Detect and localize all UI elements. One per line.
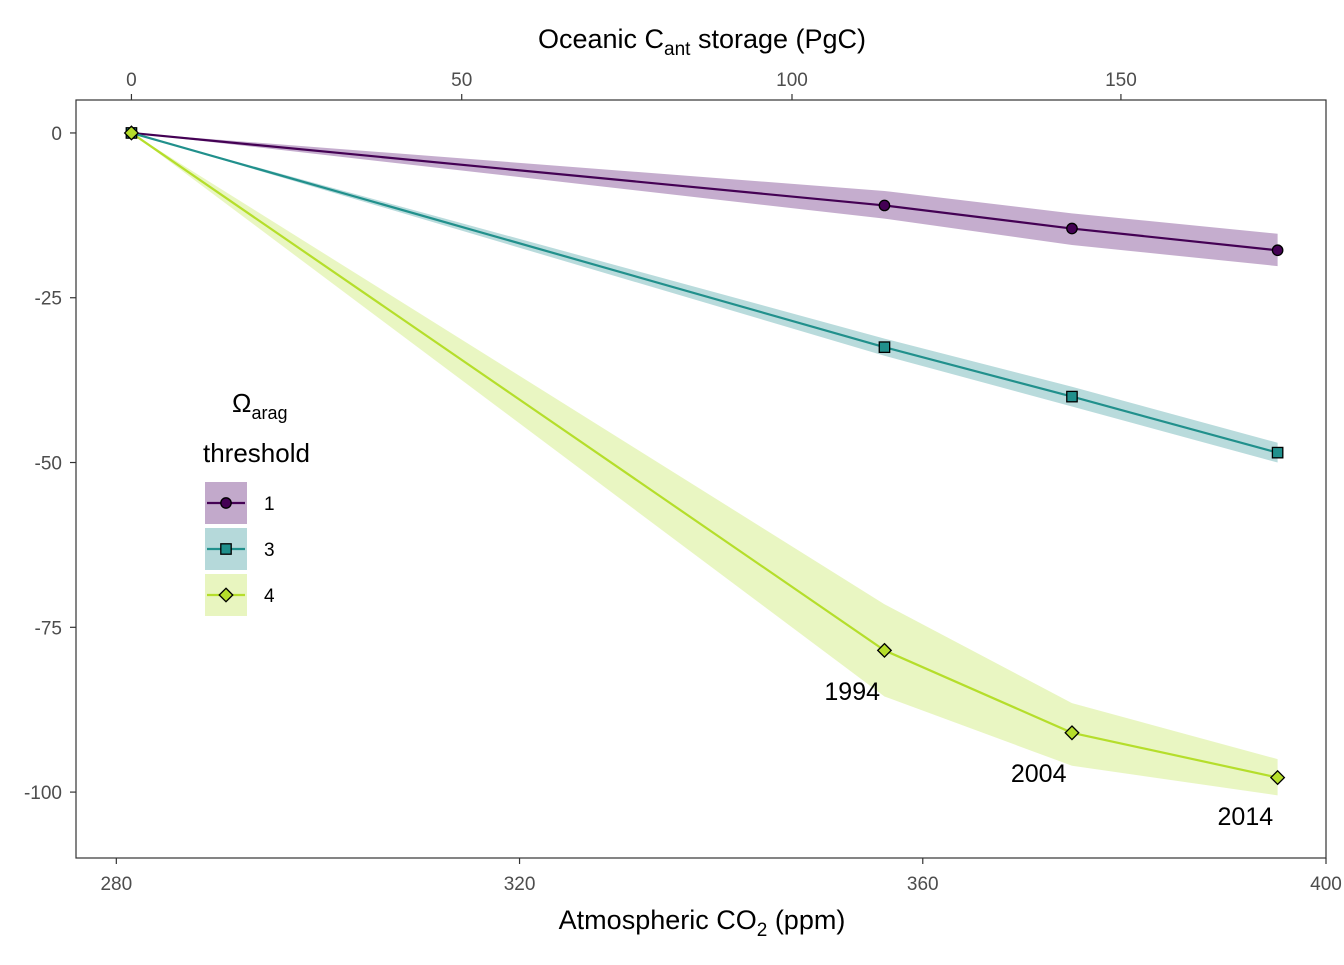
y-tick-label: -50 bbox=[35, 454, 62, 475]
x-bottom-tick-label: 360 bbox=[907, 874, 939, 895]
point-series-3 bbox=[878, 341, 891, 354]
point-series-1 bbox=[1066, 222, 1078, 235]
y-tick-label: -100 bbox=[24, 783, 62, 804]
x-top-tick-label: 0 bbox=[126, 70, 137, 91]
bottom-axis-title-main: Atmospheric CO bbox=[559, 905, 757, 935]
legend-label-1: 1 bbox=[264, 494, 275, 515]
x-bottom-tick-label: 400 bbox=[1310, 874, 1342, 895]
y-tick-label: 0 bbox=[51, 124, 62, 145]
year-annotation: 2004 bbox=[1011, 760, 1067, 788]
top-axis-title: Oceanic Cant storage (PgC) bbox=[538, 24, 866, 60]
x-top-tick-label: 50 bbox=[451, 70, 472, 91]
legend: Ωarag threshold 1 3 4 bbox=[203, 388, 310, 616]
year-annotation: 1994 bbox=[824, 678, 880, 706]
top-axis-title-sub: ant bbox=[664, 39, 691, 60]
legend-title-word: threshold bbox=[203, 438, 310, 468]
point-series-4 bbox=[123, 125, 140, 141]
point-series-1 bbox=[1271, 244, 1284, 257]
x-top-tick-label: 150 bbox=[1105, 70, 1137, 91]
legend-label-4: 4 bbox=[264, 586, 275, 607]
top-axis-title-tail: storage (PgC) bbox=[690, 24, 866, 54]
x-bottom-tick-label: 280 bbox=[100, 874, 132, 895]
legend-key-marker-3 bbox=[220, 543, 232, 555]
line-series-4 bbox=[130, 132, 1278, 779]
legend-title-omega: Ωarag bbox=[232, 388, 287, 423]
y-tick-label: -75 bbox=[35, 618, 62, 639]
ribbon-series-4 bbox=[131, 132, 1278, 796]
bottom-axis-title-tail: (ppm) bbox=[767, 905, 845, 935]
point-series-4 bbox=[876, 642, 893, 659]
point-series-1 bbox=[878, 199, 891, 212]
line-series-3 bbox=[131, 131, 1278, 454]
x-bottom-tick-label: 320 bbox=[504, 874, 536, 895]
top-axis-title-main: Oceanic C bbox=[538, 24, 664, 54]
x-top-tick-label: 100 bbox=[776, 70, 808, 91]
legend-title-symbol: Ω bbox=[232, 388, 251, 418]
legend-key-marker-1 bbox=[220, 497, 232, 509]
year-annotation: 2014 bbox=[1218, 803, 1274, 831]
bottom-axis-title-sub: 2 bbox=[757, 920, 768, 941]
point-series-3 bbox=[1066, 390, 1078, 403]
ribbon-series-1 bbox=[131, 132, 1278, 267]
bottom-axis-title: Atmospheric CO2 (ppm) bbox=[559, 905, 846, 941]
line-series-1 bbox=[131, 131, 1278, 252]
legend-key-marker-4 bbox=[218, 587, 234, 603]
point-series-4 bbox=[1269, 769, 1286, 786]
y-tick-label: -25 bbox=[35, 289, 62, 310]
legend-label-3: 3 bbox=[264, 540, 275, 561]
point-series-3 bbox=[1271, 446, 1284, 459]
panel-border bbox=[75, 99, 1327, 859]
legend-title-sub: arag bbox=[251, 403, 287, 423]
point-series-4 bbox=[1064, 725, 1080, 741]
